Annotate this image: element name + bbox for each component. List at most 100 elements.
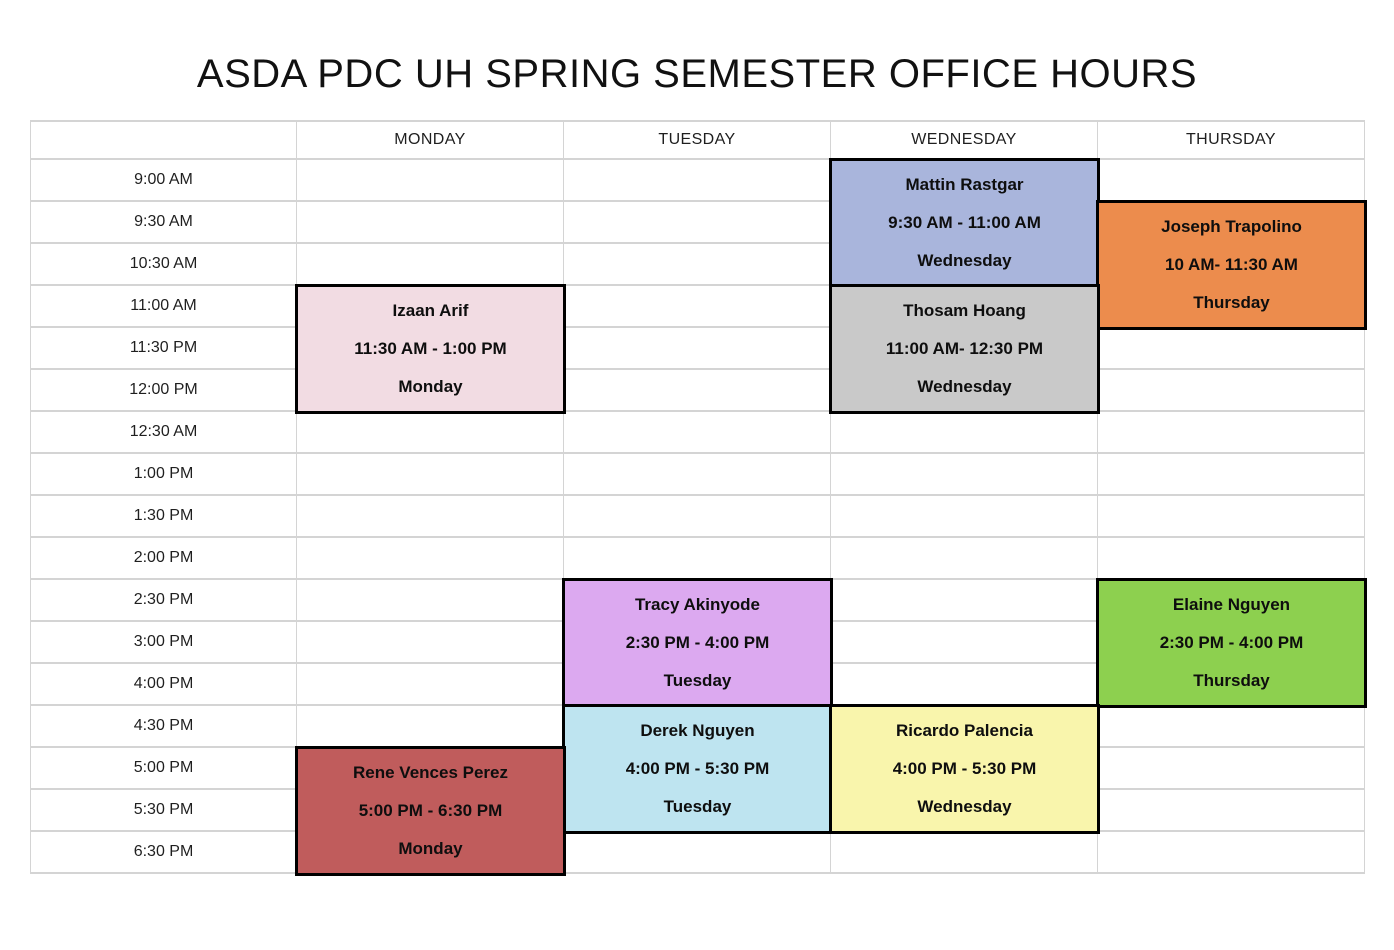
time-label-12-30-am: 12:30 AM: [31, 412, 297, 454]
event-rene-vences-perez: Rene Vences Perez 5:00 PM - 6:30 PM Monday: [295, 746, 566, 876]
grid-cell: [831, 496, 1098, 538]
event-time: 9:30 AM - 11:00 AM: [888, 212, 1041, 232]
grid-cell: [564, 286, 831, 328]
time-label-2-00-pm: 2:00 PM: [31, 538, 297, 580]
grid-cell: [297, 496, 564, 538]
grid-cell: [1098, 412, 1365, 454]
day-header-monday: MONDAY: [297, 122, 564, 160]
event-mattin-rastgar: Mattin Rastgar 9:30 AM - 11:00 AM Wednesda…: [829, 158, 1100, 288]
time-label-10-30-am: 10:30 AM: [31, 244, 297, 286]
grid-cell: [297, 706, 564, 748]
grid-cell: [297, 412, 564, 454]
event-day: Thursday: [1193, 292, 1270, 312]
grid-cell: [297, 664, 564, 706]
page-title: ASDA PDC UH SPRING SEMESTER OFFICE HOURS: [196, 52, 1198, 96]
day-header-thursday: THURSDAY: [1098, 122, 1365, 160]
grid-cell: [297, 160, 564, 202]
event-day: Monday: [398, 376, 463, 396]
grid-cell: [564, 160, 831, 202]
event-day: Wednesday: [917, 796, 1012, 816]
event-day: Wednesday: [917, 376, 1012, 396]
event-time: 11:00 AM- 12:30 PM: [885, 338, 1044, 358]
event-day: Monday: [398, 838, 463, 858]
time-label-11-00-am: 11:00 AM: [31, 286, 297, 328]
event-name: Izaan Arif: [392, 300, 469, 320]
event-time: 2:30 PM - 4:00 PM: [1159, 632, 1304, 652]
event-name: Thosam Hoang: [903, 300, 1026, 320]
event-ricardo-palencia: Ricardo Palencia 4:00 PM - 5:30 PM Wednesd…: [829, 704, 1100, 834]
grid-cell: [1098, 706, 1365, 748]
event-name: Tracy Akinyode: [634, 594, 761, 614]
event-day: Thursday: [1193, 670, 1270, 690]
grid-cell: [831, 622, 1098, 664]
grid-cell: [564, 202, 831, 244]
grid-cell: [831, 580, 1098, 622]
grid-cell: [831, 664, 1098, 706]
time-label-1-00-pm: 1:00 PM: [31, 454, 297, 496]
schedule-table: MONDAY TUESDAY WEDNESDAY THURSDAY 9:00 AM 9:3…: [30, 120, 1367, 876]
grid-cell: [564, 412, 831, 454]
time-label-3-00-pm: 3:00 PM: [31, 622, 297, 664]
time-label-4-30-pm: 4:30 PM: [31, 706, 297, 748]
event-time: 4:00 PM - 5:30 PM: [625, 758, 770, 778]
grid-cell: [297, 580, 564, 622]
time-label-9-00-am: 9:00 AM: [31, 160, 297, 202]
grid-cell: [1098, 832, 1365, 874]
event-day: Tuesday: [663, 796, 732, 816]
grid-cell: [297, 244, 564, 286]
event-name: Derek Nguyen: [640, 720, 755, 740]
grid-cell: [831, 412, 1098, 454]
time-label-11-30-pm: 11:30 PM: [31, 328, 297, 370]
grid-cell: [297, 202, 564, 244]
event-name: Ricardo Palencia: [895, 720, 1033, 740]
event-time: 5:00 PM - 6:30 PM: [358, 800, 503, 820]
time-label-9-30-am: 9:30 AM: [31, 202, 297, 244]
grid-cell: [564, 496, 831, 538]
time-label-2-30-pm: 2:30 PM: [31, 580, 297, 622]
event-thosam-hoang: Thosam Hoang 11:00 AM- 12:30 PM Wednesday: [829, 284, 1100, 414]
grid-cell: [1098, 496, 1365, 538]
grid-cell: [1098, 328, 1365, 370]
grid-cell: [831, 454, 1098, 496]
event-time: 11:30 AM - 1:00 PM: [354, 338, 507, 358]
grid-cell: [831, 538, 1098, 580]
grid-cell: [1098, 790, 1365, 832]
event-joseph-trapolino: Joseph Trapolino 10 AM- 11:30 AM Thursday: [1096, 200, 1367, 330]
time-label-6-30-pm: 6:30 PM: [31, 832, 297, 874]
grid-cell: [564, 370, 831, 412]
grid-cell: [1098, 454, 1365, 496]
event-time: 4:00 PM - 5:30 PM: [892, 758, 1037, 778]
grid-cell: [1098, 748, 1365, 790]
day-header-wednesday: WEDNESDAY: [831, 122, 1098, 160]
day-header-tuesday: TUESDAY: [564, 122, 831, 160]
time-label-5-30-pm: 5:30 PM: [31, 790, 297, 832]
corner-cell: [31, 122, 297, 160]
event-elaine-nguyen: Elaine Nguyen 2:30 PM - 4:00 PM Thursday: [1096, 578, 1367, 708]
grid-cell: [831, 832, 1098, 874]
grid-cell: [1098, 160, 1365, 202]
event-time: 2:30 PM - 4:00 PM: [625, 632, 770, 652]
event-name: Rene Vences Perez: [353, 762, 508, 782]
grid-cell: [564, 538, 831, 580]
grid-cell: [297, 454, 564, 496]
event-name: Elaine Nguyen: [1172, 594, 1291, 614]
event-derek-nguyen: Derek Nguyen 4:00 PM - 5:30 PM Tuesday: [562, 704, 833, 834]
event-day: Wednesday: [917, 250, 1012, 270]
grid-cell: [564, 328, 831, 370]
event-time: 10 AM- 11:30 AM: [1165, 254, 1298, 274]
grid-cell: [297, 622, 564, 664]
time-label-4-00-pm: 4:00 PM: [31, 664, 297, 706]
grid-cell: [1098, 370, 1365, 412]
grid-cell: [297, 538, 564, 580]
event-tracy-akinyode: Tracy Akinyode 2:30 PM - 4:00 PM Tuesday: [562, 578, 833, 708]
event-name: Joseph Trapolino: [1161, 216, 1302, 236]
event-day: Tuesday: [663, 670, 732, 690]
time-label-1-30-pm: 1:30 PM: [31, 496, 297, 538]
time-label-12-00-pm: 12:00 PM: [31, 370, 297, 412]
grid-cell: [564, 832, 831, 874]
grid-cell: [1098, 538, 1365, 580]
grid-cell: [564, 454, 831, 496]
grid-cell: [564, 244, 831, 286]
event-name: Mattin Rastgar: [905, 174, 1024, 194]
event-izaan-arif: Izaan Arif 11:30 AM - 1:00 PM Monday: [295, 284, 566, 414]
